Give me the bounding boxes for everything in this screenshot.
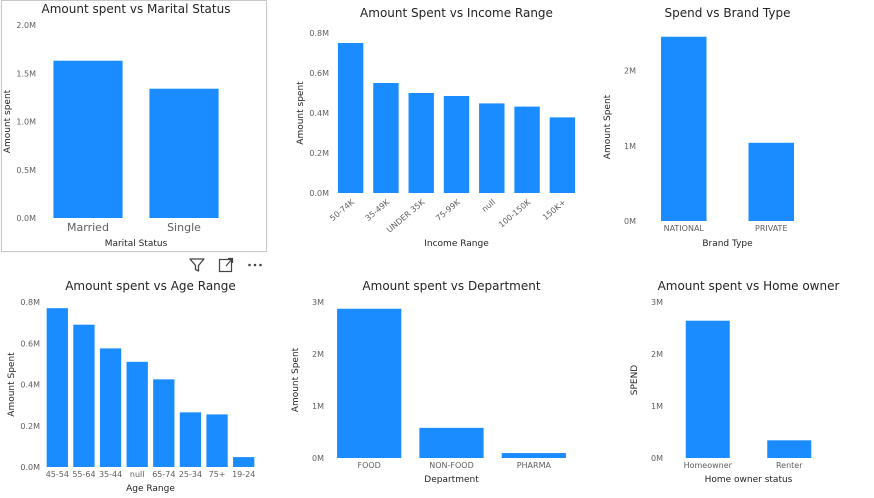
chart-4-ytick: 2M [312,350,324,359]
chart-1-bar[interactable] [443,96,470,193]
chart-1-xtick: 75-99K [434,197,462,223]
chart-4-bar[interactable] [501,453,566,458]
chart-3-xtick: 35-44 [99,470,122,479]
chart-1-bar[interactable] [514,106,540,193]
chart-3-xtick: null [130,470,145,479]
chart-2-xlabel: Brand Type [702,239,753,249]
chart-1-bar[interactable] [408,93,434,193]
chart-0-xtick: Single [167,221,201,234]
chart-4-ytick: 1M [312,402,324,411]
chart-3-title: Amount spent vs Age Range [65,279,236,293]
chart-1-xtick: null [480,198,497,214]
chart-2-ytick: 2M [624,67,636,76]
chart-1-ytick: 0.6M [309,69,329,78]
chart-4-xtick: NON-FOOD [429,461,474,470]
chart-1-xtick: 150K+ [541,198,568,222]
chart-4-xtick: FOOD [357,461,380,470]
focus-mode-icon[interactable] [217,256,235,274]
chart-3-bar[interactable] [206,414,228,467]
chart-4-ylabel: Amount Spent [291,347,301,412]
chart-2-title: Spend vs Brand Type [665,6,791,20]
chart-marital-status[interactable] [1,0,267,252]
chart-1-xlabel: Income Range [424,239,489,249]
chart-5-xtick: Renter [776,461,803,470]
chart-0-ylabel: Amount spent [3,89,13,153]
chart-3-bar[interactable] [73,324,95,467]
chart-3-bar[interactable] [233,457,255,467]
chart-5-bar[interactable] [767,440,812,458]
chart-4-bar[interactable] [419,427,484,458]
chart-1-title: Amount Spent vs Income Range [360,6,553,20]
chart-0-title: Amount spent vs Marital Status [42,2,231,16]
chart-1-ytick: 0.4M [309,109,329,118]
chart-1-ytick: 0.0M [309,189,329,198]
chart-0-bar[interactable] [53,60,123,218]
chart-3-bar[interactable] [153,379,175,467]
chart-1-bar[interactable] [373,83,399,193]
chart-2-ytick: 0M [624,217,636,226]
chart-3-xtick: 45-54 [46,470,69,479]
more-options-icon[interactable] [246,256,264,274]
chart-3-xtick: 19-24 [232,470,255,479]
chart-0-ytick: 1.5M [16,69,36,78]
chart-4-title: Amount spent vs Department [362,279,540,293]
chart-5-xtick: Homeowner [684,461,733,470]
chart-2-bar[interactable] [661,36,707,222]
chart-3-xtick: 65-74 [152,470,175,479]
chart-5-ylabel: SPEND [630,365,640,396]
chart-5-ytick: 3M [651,298,663,307]
chart-4-xtick: PHARMA [517,461,552,470]
chart-1-bar[interactable] [479,103,505,193]
chart-3-xtick: 25-34 [179,470,202,479]
chart-5-title: Amount spent vs Home owner [658,279,840,293]
visual-header-toolbar [188,256,264,274]
chart-3-ytick: 0.4M [20,381,40,390]
chart-1-ytick: 0.8M [309,29,329,38]
chart-5-xlabel: Home owner status [705,475,793,485]
chart-1-xtick: UNDER 35K [385,197,427,234]
chart-3-xtick: 75+ [209,470,226,479]
chart-5-ytick: 1M [651,402,663,411]
chart-2-bar[interactable] [748,142,795,221]
chart-1-ytick: 0.2M [309,149,329,158]
chart-3-bar[interactable] [46,308,68,467]
chart-4-ytick: 0M [312,454,324,463]
filter-icon[interactable] [188,256,206,274]
chart-1-bar[interactable] [549,117,576,193]
chart-1-xtick: 35-49K [364,197,392,223]
chart-2-xtick: NATIONAL [664,224,705,233]
chart-0-bar[interactable] [149,88,219,218]
chart-3-ytick: 0.8M [20,298,40,307]
chart-3-bar[interactable] [99,348,122,467]
chart-3-ytick: 0.2M [20,422,40,431]
chart-1-xtick: 50-74K [328,197,356,223]
chart-1-bar[interactable] [337,43,364,193]
chart-1-ylabel: Amount spent [296,81,306,145]
chart-0-ytick: 2.0M [16,21,36,30]
chart-3-ylabel: Amount Spent [7,352,17,417]
chart-1-xtick: 100-150K [497,197,533,229]
chart-4-xlabel: Department [424,475,479,485]
chart-5-ytick: 2M [651,350,663,359]
chart-2-xtick: PRIVATE [755,224,788,233]
chart-4-bar[interactable] [337,308,402,458]
chart-4-ytick: 3M [312,298,324,307]
chart-3-ytick: 0.6M [20,339,40,348]
chart-3-bar[interactable] [179,412,202,467]
chart-3-xlabel: Age Range [126,484,175,494]
chart-2-ytick: 1M [624,142,636,151]
chart-5-bar[interactable] [685,320,730,458]
chart-3-ytick: 0.0M [20,463,40,472]
chart-0-ytick: 0.0M [16,214,36,223]
chart-0-ytick: 1.0M [16,118,36,127]
chart-0-xtick: Married [67,221,109,234]
chart-5-ytick: 0M [651,454,663,463]
chart-0-ytick: 0.5M [16,166,36,175]
chart-3-xtick: 55-64 [72,470,95,479]
chart-3-bar[interactable] [126,361,148,467]
chart-0-xlabel: Marital Status [105,239,168,249]
chart-2-ylabel: Amount Spent [603,94,613,159]
